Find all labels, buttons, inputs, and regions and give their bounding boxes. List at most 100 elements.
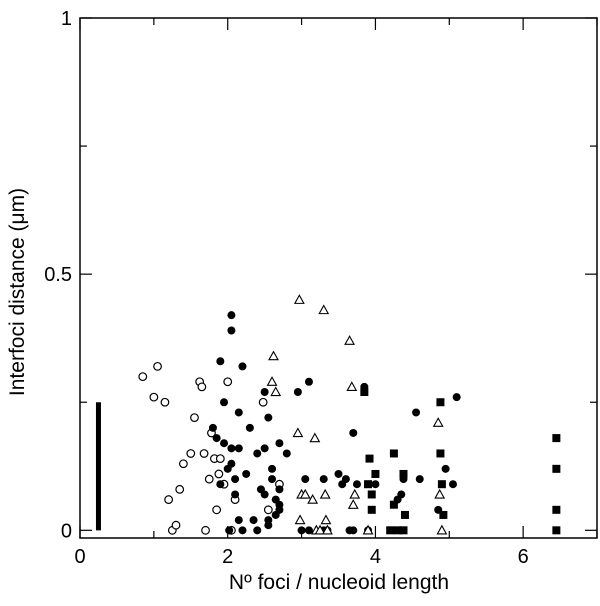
filled-circle-point <box>297 526 306 535</box>
filled-circle-point <box>208 423 217 432</box>
filled-circle-point <box>234 516 243 525</box>
open-triangle-point <box>292 427 304 438</box>
filled-circle-point <box>225 526 234 535</box>
open-triangle-point <box>319 488 331 499</box>
filled-circle-point <box>341 475 350 484</box>
filled-circle-point <box>260 387 269 396</box>
filled-circle-point <box>227 311 236 320</box>
filled-circle-point <box>245 423 254 432</box>
open-triangle-point <box>347 499 359 509</box>
filled-circle-point <box>352 480 361 489</box>
open-triangle-point <box>299 488 311 499</box>
filled-square-point <box>399 469 408 478</box>
filled-circle-point <box>216 357 225 366</box>
filled-square-point <box>436 398 445 407</box>
open-triangle-point <box>318 304 330 315</box>
filled-square-point <box>367 490 376 499</box>
open-triangle-point <box>320 514 332 525</box>
open-circle-point <box>199 449 209 458</box>
filled-circle-point <box>264 521 273 530</box>
open-triangle-point <box>314 524 326 535</box>
open-circle-point <box>171 520 181 530</box>
filled-circle-point <box>220 439 229 448</box>
open-circle-point <box>175 484 185 494</box>
y-axis-label: Interfoci distance (μm) <box>6 188 29 396</box>
open-circle-point <box>201 525 210 535</box>
filled-circle-point <box>227 326 236 335</box>
x-axis-label: Nº foci / nucleoid length <box>229 571 449 594</box>
filled-circle-point <box>216 480 225 489</box>
filled-circle-point <box>260 444 269 453</box>
filled-circle-point <box>227 444 236 453</box>
filled-circle-point <box>275 500 284 509</box>
filled-circle-point <box>349 428 358 437</box>
open-triangle-point <box>294 514 306 525</box>
filled-square-point <box>399 526 408 535</box>
open-triangle-point <box>293 294 305 304</box>
filled-circle-point <box>371 480 380 489</box>
filled-square-point <box>552 434 561 443</box>
filled-square-point <box>360 387 369 396</box>
filled-square-point <box>400 510 409 519</box>
open-circle-point <box>258 397 268 407</box>
filled-circle-point <box>212 434 221 443</box>
filled-circle-point <box>412 408 421 417</box>
open-triangle-point <box>309 432 321 443</box>
open-triangle-point <box>321 524 333 535</box>
open-triangle-point <box>270 386 282 397</box>
x-tick-label: 0 <box>74 546 85 568</box>
filled-circle-point <box>249 516 258 525</box>
filled-circle-point <box>264 413 273 422</box>
open-triangle-point <box>362 524 374 535</box>
data-points <box>138 294 561 535</box>
filled-square-point <box>552 464 561 473</box>
open-circle-point <box>160 397 170 407</box>
filled-circle-point <box>293 387 302 396</box>
open-triangle-point <box>349 488 361 499</box>
filled-circle-point <box>282 449 291 458</box>
filled-circle-point <box>253 526 262 535</box>
filled-circle-point <box>397 490 406 499</box>
open-circle-point <box>212 505 222 515</box>
open-circle-point <box>223 377 233 387</box>
y-tick-label: 1 <box>61 8 72 30</box>
plot-frame <box>79 17 598 539</box>
filled-circle-point <box>304 377 313 386</box>
filled-circle-point <box>415 475 424 484</box>
open-circle-point <box>263 505 273 515</box>
open-circle-point <box>215 454 225 463</box>
open-triangle-point <box>436 524 448 535</box>
open-circle-point <box>178 459 188 469</box>
open-triangle-point <box>346 381 358 392</box>
filled-circle-point <box>220 398 229 407</box>
open-circle-point <box>214 469 224 479</box>
open-triangle-point <box>432 417 444 427</box>
filled-circle-point <box>260 490 269 499</box>
filled-circle-point <box>231 490 240 499</box>
y-tick-label: 0.5 <box>44 264 72 286</box>
filled-square-point <box>436 449 445 458</box>
filled-circle-point <box>268 475 277 484</box>
open-circle-point <box>164 495 174 504</box>
filled-square-point <box>365 454 374 463</box>
open-circle-point <box>138 372 148 382</box>
open-circle-point <box>149 392 159 402</box>
filled-circle-point <box>238 526 247 535</box>
x-tick-label: 2 <box>222 546 233 568</box>
filled-circle-point <box>238 362 247 371</box>
filled-square-point <box>386 526 395 535</box>
x-tick-label: 6 <box>518 546 529 568</box>
open-triangle-point <box>307 493 319 504</box>
filled-circle-point <box>349 526 358 535</box>
filled-square-point <box>437 480 446 489</box>
filled-square-point <box>439 510 448 519</box>
filled-circle-point <box>268 464 277 473</box>
filled-square-point <box>367 505 376 514</box>
filled-square-point <box>364 480 373 489</box>
filled-circle-point <box>275 439 284 448</box>
filled-circle-point <box>253 449 262 458</box>
filled-square-point <box>389 500 398 509</box>
filled-circle-point <box>448 480 457 489</box>
y-tick-label: 0 <box>61 520 72 542</box>
